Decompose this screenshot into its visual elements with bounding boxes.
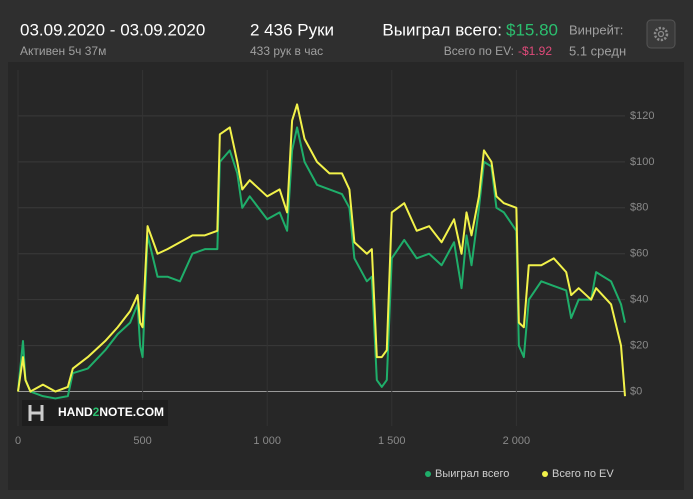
y-tick-label: $100 xyxy=(630,156,654,168)
gear-hole[interactable] xyxy=(657,30,665,38)
x-tick-label: 500 xyxy=(133,435,151,447)
gear[interactable] xyxy=(653,26,669,42)
logo-part: NOTE.COM xyxy=(99,405,164,419)
y-tick-label: $120 xyxy=(630,110,654,122)
winrate-label: Винрейт: xyxy=(569,22,623,37)
won-value: $15.80 xyxy=(506,20,558,39)
winrate-value: 5.1 средн xyxy=(569,43,626,58)
x-tick-label: 0 xyxy=(15,435,21,447)
legend-label: Всего по EV xyxy=(552,468,614,480)
y-tick-label: $40 xyxy=(630,294,648,306)
settings-button[interactable] xyxy=(646,19,676,49)
y-tick-label: $20 xyxy=(630,340,648,352)
x-tick-label: 1 000 xyxy=(253,435,281,447)
won-label: Выиграл всего: xyxy=(382,20,502,39)
legend-label: Выиграл всего xyxy=(435,468,509,480)
y-tick-label: $60 xyxy=(630,248,648,260)
y-tick-label: $80 xyxy=(630,202,648,214)
legend-marker xyxy=(425,471,431,477)
ev-value: -$1.92 xyxy=(518,44,552,58)
y-tick-label: $0 xyxy=(630,385,642,397)
logo-part: HAND xyxy=(58,405,93,419)
series-line xyxy=(17,126,626,400)
hands-per-hour: 433 рук в час xyxy=(250,44,323,58)
logo-text: HAND2NOTE.COM xyxy=(58,405,164,419)
x-tick-label: 1 500 xyxy=(378,435,406,447)
logo: HAND2NOTE.COM xyxy=(22,400,168,426)
series-line xyxy=(17,103,626,397)
settings-box[interactable] xyxy=(646,19,676,49)
legend-marker xyxy=(542,471,548,477)
date-range: 03.09.2020 - 03.09.2020 xyxy=(20,20,205,39)
logo-part: 2 xyxy=(93,405,100,419)
ev-label: Всего по EV: xyxy=(444,44,514,58)
active-time: Активен 5ч 37м xyxy=(20,44,106,58)
hands: 2 436 Руки xyxy=(250,20,334,39)
logo-bg xyxy=(22,400,168,426)
x-tick-label: 2 000 xyxy=(503,435,531,447)
logo-icon xyxy=(28,405,44,421)
